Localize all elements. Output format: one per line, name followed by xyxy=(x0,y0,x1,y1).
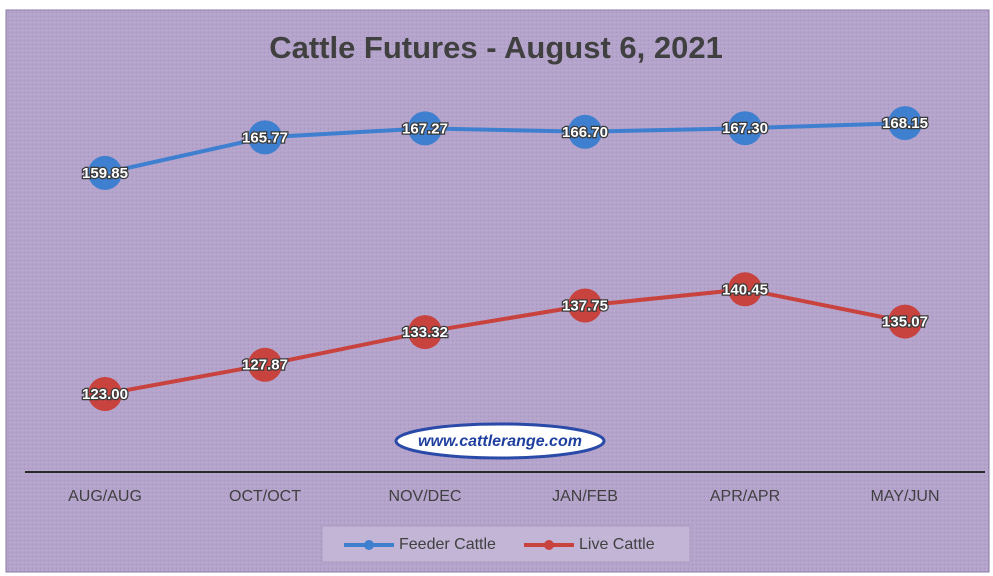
data-label: 135.07 xyxy=(882,314,928,331)
x-tick-label: NOV/DEC xyxy=(389,488,462,505)
watermark: www.cattlerange.com xyxy=(418,433,582,450)
data-label: 159.85 xyxy=(82,165,128,182)
x-tick-label: APR/APR xyxy=(710,488,780,505)
series-line xyxy=(104,121,906,175)
marker xyxy=(728,111,762,146)
legend-label: Live Cattle xyxy=(579,536,655,553)
data-label: 140.45 xyxy=(722,281,768,298)
data-label: 166.70 xyxy=(562,124,608,141)
x-tick-label: AUG/AUG xyxy=(68,488,142,505)
data-label: 137.75 xyxy=(562,297,608,314)
marker xyxy=(248,120,282,155)
x-tick-label: JAN/FEB xyxy=(552,488,618,505)
x-tick-label: MAY/JUN xyxy=(870,488,939,505)
marker xyxy=(408,111,442,146)
data-label: 127.87 xyxy=(242,357,288,374)
marker xyxy=(888,304,922,339)
marker xyxy=(88,155,122,190)
data-label: 133.32 xyxy=(402,324,448,341)
marker xyxy=(88,377,122,411)
marker xyxy=(568,114,602,149)
marker xyxy=(888,106,922,141)
chart-background xyxy=(5,9,990,573)
legend-marker xyxy=(364,540,374,550)
watermark-badge xyxy=(394,422,606,460)
marker xyxy=(408,315,442,350)
data-label: 167.27 xyxy=(402,120,448,137)
data-label: 168.15 xyxy=(882,115,928,132)
x-tick-label: OCT/OCT xyxy=(229,488,301,505)
data-label: 167.30 xyxy=(722,120,768,137)
legend-marker xyxy=(544,540,554,550)
data-label: 165.77 xyxy=(242,129,288,146)
series-line xyxy=(104,287,906,396)
marker xyxy=(248,347,282,382)
chart-title: Cattle Futures - August 6, 2021 xyxy=(269,30,723,65)
marker xyxy=(728,272,762,307)
marker xyxy=(568,288,602,323)
data-label: 123.00 xyxy=(82,386,128,403)
legend-label: Feeder Cattle xyxy=(399,536,496,553)
